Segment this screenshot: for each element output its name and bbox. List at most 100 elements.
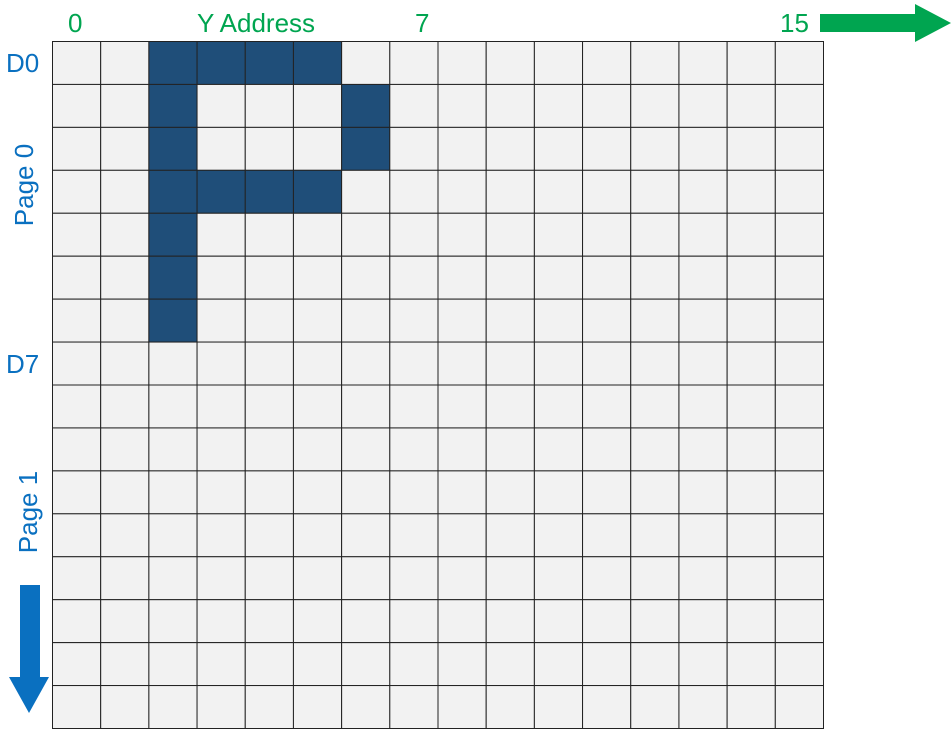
pixel-cell-off	[774, 169, 824, 214]
pixel-cell-on	[341, 126, 391, 171]
pixel-cell-off	[726, 642, 776, 687]
pixel-cell-off	[437, 169, 487, 214]
pixel-cell-off	[52, 685, 102, 729]
pixel-cell-off	[389, 298, 439, 343]
pixel-cell-off	[678, 169, 728, 214]
pixel-cell-off	[726, 685, 776, 729]
pixel-cell-off	[148, 513, 198, 558]
pixel-cell-off	[341, 341, 391, 386]
pixel-cell-off	[678, 83, 728, 128]
pixel-cell-off	[389, 169, 439, 214]
pixel-cell-off	[582, 470, 632, 515]
pixel-cell-off	[774, 556, 824, 601]
pixel-cell-off	[341, 255, 391, 300]
pixel-cell-off	[52, 126, 102, 171]
pixel-cell-off	[630, 126, 680, 171]
pixel-cell-off	[533, 513, 584, 558]
pixel-cell-off	[630, 384, 680, 429]
pixel-cell-off	[341, 470, 391, 515]
pixel-cell-off	[726, 83, 776, 128]
down-arrow-icon	[9, 585, 49, 713]
pixel-cell-off	[196, 513, 246, 558]
pixel-cell-off	[244, 298, 294, 343]
pixel-cell-on	[148, 126, 198, 171]
pixel-cell-off	[774, 298, 824, 343]
pixel-cell-off	[485, 169, 535, 214]
pixel-cell-off	[774, 642, 824, 687]
pixel-cell-on	[292, 169, 343, 214]
pixel-cell-off	[196, 427, 246, 472]
pixel-cell-off	[100, 685, 150, 729]
pixel-cell-off	[437, 41, 487, 85]
pixel-cell-off	[678, 599, 728, 644]
pixel-cell-off	[678, 470, 728, 515]
pixel-cell-off	[630, 427, 680, 472]
d7-label: D7	[6, 349, 40, 379]
page-1-label: Page 1	[13, 470, 43, 554]
pixel-cell-off	[774, 341, 824, 386]
pixel-cell-off	[630, 599, 680, 644]
pixel-cell-off	[678, 126, 728, 171]
pixel-cell-off	[100, 212, 150, 257]
pixel-cell-off	[678, 212, 728, 257]
pixel-cell-off	[533, 685, 584, 729]
pixel-cell-off	[244, 470, 294, 515]
pixel-cell-off	[292, 427, 343, 472]
pixel-cell-off	[52, 556, 102, 601]
pixel-cell-off	[485, 126, 535, 171]
pixel-cell-off	[533, 470, 584, 515]
pixel-cell-off	[100, 126, 150, 171]
pixel-cell-off	[389, 599, 439, 644]
pixel-cell-off	[100, 556, 150, 601]
pixel-cell-off	[341, 513, 391, 558]
pixel-cell-off	[196, 212, 246, 257]
pixel-cell-off	[196, 642, 246, 687]
pixel-cell-off	[389, 470, 439, 515]
d0-label: D0	[6, 48, 40, 78]
pixel-cell-off	[485, 341, 535, 386]
pixel-cell-off	[437, 83, 487, 128]
pixel-cell-off	[52, 341, 102, 386]
pixel-cell-off	[292, 599, 343, 644]
pixel-cell-on	[148, 83, 198, 128]
pixel-cell-off	[582, 298, 632, 343]
pixel-cell-off	[726, 255, 776, 300]
pixel-cell-off	[292, 341, 343, 386]
pixel-cell-off	[292, 384, 343, 429]
pixel-cell-off	[52, 298, 102, 343]
pixel-cell-off	[389, 642, 439, 687]
pixel-cell-off	[726, 126, 776, 171]
pixel-cell-off	[485, 212, 535, 257]
pixel-cell-off	[100, 642, 150, 687]
pixel-cell-off	[437, 298, 487, 343]
pixel-cell-off	[774, 470, 824, 515]
pixel-cell-off	[292, 685, 343, 729]
pixel-cell-off	[100, 255, 150, 300]
pixel-cell-off	[292, 642, 343, 687]
pixel-cell-off	[582, 41, 632, 85]
pixel-grid	[52, 41, 824, 729]
pixel-cell-off	[774, 599, 824, 644]
pixel-cell-off	[437, 599, 487, 644]
pixel-cell-off	[485, 41, 535, 85]
pixel-cell-off	[292, 126, 343, 171]
column-7-label: 7	[415, 8, 430, 38]
pixel-cell-off	[341, 212, 391, 257]
pixel-cell-off	[485, 513, 535, 558]
pixel-cell-off	[244, 126, 294, 171]
pixel-cell-off	[100, 513, 150, 558]
pixel-cell-off	[196, 470, 246, 515]
pixel-cell-off	[52, 599, 102, 644]
pixel-cell-off	[341, 298, 391, 343]
right-arrow-icon	[820, 4, 951, 42]
pixel-cell-on	[196, 41, 246, 85]
pixel-cell-off	[244, 556, 294, 601]
pixel-cell-off	[100, 41, 150, 85]
page-0-label: Page 0	[9, 143, 39, 227]
pixel-cell-off	[533, 599, 584, 644]
pixel-cell-off	[726, 427, 776, 472]
pixel-cell-off	[196, 556, 246, 601]
pixel-cell-off	[726, 556, 776, 601]
pixel-cell-off	[100, 169, 150, 214]
pixel-cell-off	[582, 599, 632, 644]
